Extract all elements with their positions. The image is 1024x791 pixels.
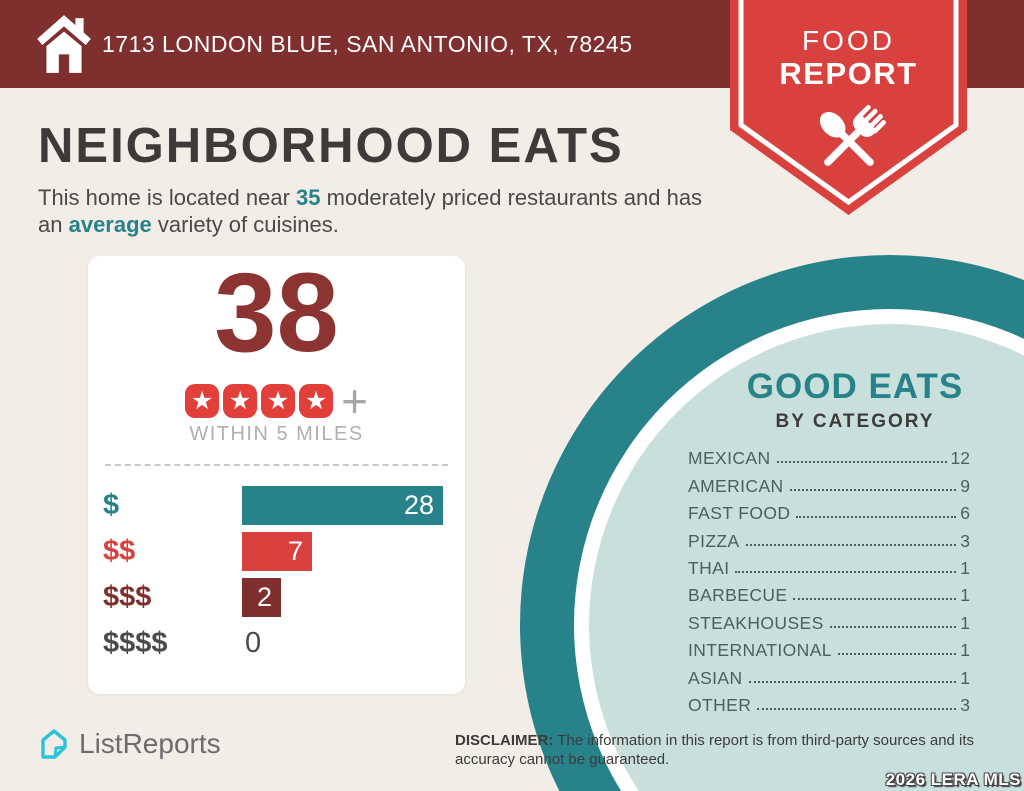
category-label: THAI [688,557,730,578]
good-eats-subtitle: BY CATEGORY [775,411,935,432]
category-count: 6 [960,503,970,524]
category-row: OTHER 3 [688,688,970,715]
category-label: ASIAN [688,667,743,688]
price-tier-label: $$$$ [103,627,168,659]
subtitle-text: moderately priced restaurants and has an [38,185,703,237]
category-label: STEAKHOUSES [688,612,824,633]
category-count: 1 [960,557,970,578]
price-tier-label: $$ [103,535,136,567]
category-list: MEXICAN 12 AMERICAN 9 FAST FOOD 6 PIZZA 3 THAI 1 B… [688,441,970,715]
price-tier-row: $$$ 2 [103,578,453,617]
price-tier-label: $$$ [103,581,152,613]
bar-track: 28 [242,486,453,525]
disclaimer: DISCLAIMER: The information in this repo… [455,731,985,769]
dotted-leader [796,516,957,519]
bar-value: 28 [403,490,434,520]
dotted-leader [789,488,957,491]
disclaimer-label: DISCLAIMER: [455,732,554,749]
ribbon-title-line1: FOOD [802,25,895,56]
category-row: FAST FOOD 6 [688,496,970,523]
star-icon: ★ [261,384,296,418]
mls-watermark: 2026 LERA MLS [885,770,1021,789]
dotted-leader [776,461,947,464]
category-count: 1 [960,640,970,661]
bar-track: 0 [242,624,453,663]
dotted-leader [837,653,957,656]
subtitle-text: variety of cuisines. [151,212,339,237]
property-address: 1713 LONDON BLUE, SAN ANTONIO, TX, 78245 [102,30,633,57]
home-icon [37,15,91,73]
food-report-ribbon: FOOD REPORT [730,0,967,222]
page-title: NEIGHBORHOOD EATS [38,119,624,173]
listreports-brand-name: ListReports [79,728,221,759]
dotted-leader [757,707,957,710]
star-icon: ★ [299,384,334,418]
category-row: AMERICAN 9 [688,468,970,496]
star-badges: ★ ★ ★ ★ [185,384,334,418]
restaurant-total: 38 [214,250,339,375]
category-label: OTHER [688,694,752,715]
ribbon-banner-shape [730,0,967,215]
good-eats-title: GOOD EATS [746,367,964,406]
bar-value: 0 [245,627,262,659]
price-bars: $28 $$ 7 $$$ 2 $$$$ 0 [103,486,453,670]
dotted-leader [745,543,957,546]
subtitle-text: This home is located near [38,185,297,210]
dotted-leader [793,598,957,601]
star-rating: ★ ★ ★ ★ + [88,375,465,427]
category-count: 1 [960,612,970,633]
dotted-leader [735,570,957,573]
category-count: 9 [960,475,970,496]
price-tier-label: $ [103,489,120,521]
category-row: MEXICAN 12 [688,441,970,468]
price-tier-row: $28 [103,486,453,525]
bar-track: 7 [242,532,453,571]
category-row: ASIAN 1 [688,660,970,688]
radius-label: WITHIN 5 MILES [189,423,364,445]
variety-rating-inline: average [68,212,152,237]
spoon-fork-icon [819,104,886,166]
category-row: INTERNATIONAL 1 [688,633,970,660]
bar: 28 [242,486,443,525]
bar: 7 [242,532,312,571]
category-label: MEXICAN [688,448,771,469]
page-subtitle: This home is located near 35 moderately … [38,184,728,238]
restaurant-count-inline: 35 [296,185,321,210]
category-label: FAST FOOD [688,503,791,524]
star-icon: ★ [185,384,220,418]
category-row: BARBECUE 1 [688,578,970,605]
category-label: INTERNATIONAL [688,640,832,661]
category-label: AMERICAN [688,475,784,496]
category-count: 3 [960,530,970,551]
category-count: 1 [960,667,970,688]
listreports-logo-icon [41,729,67,759]
disclaimer-text: The information in this report is from t… [455,732,975,768]
dotted-leader [748,680,957,683]
price-tier-row: $$$$ 0 [103,624,453,663]
price-tier-row: $$ 7 [103,532,453,571]
category-row: THAI 1 [688,551,970,578]
plus-sign: + [341,375,368,427]
summary-card: 38 ★ ★ ★ ★ + WITHIN 5 MILES $28 $$ 7 $$$ 2 $$$$ 0 [88,256,465,694]
good-eats-header: GOOD EATS BY CATEGORY [700,367,1010,433]
dashed-divider [105,464,448,466]
category-row: STEAKHOUSES 1 [688,605,970,633]
category-count: 12 [950,448,970,469]
bar-value: 7 [287,536,303,566]
category-count: 3 [960,694,970,715]
dotted-leader [829,625,957,628]
category-label: BARBECUE [688,585,788,606]
category-count: 1 [960,585,970,606]
category-label: PIZZA [688,530,740,551]
ribbon-title-line2: REPORT [779,56,918,91]
listreports-brand: ListReports [38,727,221,761]
star-icon: ★ [223,384,258,418]
bar-value: 2 [256,582,272,612]
bar-track: 2 [242,578,453,617]
category-row: PIZZA 3 [688,523,970,551]
bar: 2 [242,578,281,617]
